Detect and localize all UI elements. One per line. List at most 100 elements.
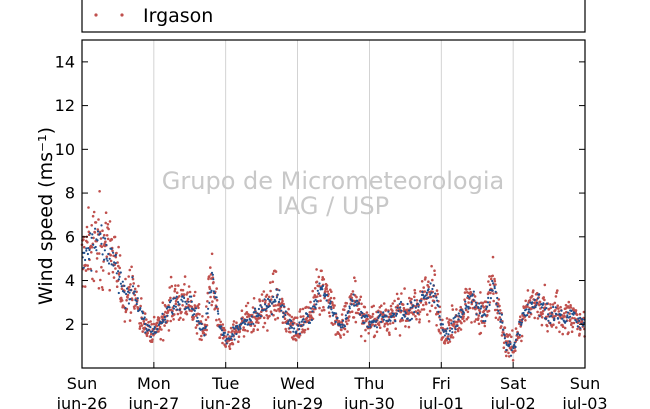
data-point-irgason bbox=[289, 330, 292, 334]
data-point-irgason bbox=[393, 299, 396, 303]
data-point-dense bbox=[326, 293, 329, 297]
x-tick-label-date: jun-30 bbox=[343, 394, 395, 409]
data-point-irgason bbox=[397, 297, 400, 301]
data-point-irgason bbox=[313, 287, 317, 290]
data-point-irgason bbox=[419, 290, 422, 293]
data-point-dense bbox=[494, 290, 497, 293]
data-point-irgason bbox=[459, 328, 463, 331]
data-point-dense bbox=[126, 287, 129, 290]
data-point-irgason bbox=[456, 320, 459, 324]
data-point-dense bbox=[279, 305, 282, 308]
data-point-dense bbox=[117, 270, 120, 273]
data-point-irgason bbox=[352, 316, 356, 319]
data-point-irgason bbox=[528, 315, 531, 319]
data-point-irgason bbox=[208, 287, 212, 291]
y-tick-label: 6 bbox=[65, 227, 75, 246]
data-point-dense bbox=[362, 314, 365, 318]
data-point-irgason bbox=[320, 309, 324, 312]
data-point-dense bbox=[300, 324, 303, 327]
data-point-dense bbox=[259, 315, 262, 318]
data-point-dense bbox=[181, 295, 184, 298]
data-point-dense bbox=[190, 295, 193, 298]
data-point-dense bbox=[566, 314, 569, 317]
data-point-dense bbox=[196, 316, 199, 319]
data-point-dense bbox=[275, 296, 278, 299]
data-point-irgason bbox=[371, 323, 375, 326]
data-point-dense bbox=[441, 328, 444, 331]
data-point-irgason bbox=[484, 300, 488, 304]
data-point-irgason bbox=[159, 337, 162, 341]
data-point-irgason bbox=[415, 299, 419, 302]
data-point-irgason bbox=[458, 326, 461, 330]
data-point-irgason bbox=[351, 290, 355, 293]
data-point-irgason bbox=[322, 308, 326, 312]
data-point-dense bbox=[385, 315, 388, 318]
data-point-dense bbox=[417, 305, 420, 308]
data-point-dense bbox=[532, 306, 535, 309]
data-point-irgason bbox=[173, 289, 176, 293]
data-point-dense bbox=[334, 312, 337, 315]
data-point-dense bbox=[510, 349, 513, 352]
data-point-dense bbox=[287, 322, 290, 325]
data-point-dense bbox=[377, 316, 380, 319]
data-point-irgason bbox=[431, 278, 434, 282]
data-point-irgason bbox=[333, 304, 336, 307]
data-point-dense bbox=[180, 298, 183, 301]
data-point-irgason bbox=[556, 304, 559, 308]
data-point-irgason bbox=[348, 315, 351, 318]
data-point-dense bbox=[400, 309, 403, 312]
data-point-irgason bbox=[128, 285, 131, 289]
data-point-dense bbox=[292, 330, 295, 333]
data-point-irgason bbox=[538, 303, 541, 307]
data-point-irgason bbox=[561, 332, 564, 336]
data-point-dense bbox=[514, 345, 517, 349]
data-point-dense bbox=[469, 295, 472, 298]
data-point-irgason bbox=[342, 333, 346, 336]
data-point-irgason bbox=[505, 354, 508, 358]
data-point-irgason bbox=[130, 265, 133, 269]
data-point-irgason bbox=[401, 303, 405, 306]
data-point-irgason bbox=[332, 306, 335, 310]
data-point-dense bbox=[203, 334, 206, 337]
data-point-dense bbox=[389, 319, 392, 322]
data-point-dense bbox=[473, 306, 476, 309]
data-point-irgason bbox=[322, 305, 325, 309]
data-point-dense bbox=[447, 333, 450, 336]
data-point-irgason bbox=[394, 327, 398, 331]
data-point-dense bbox=[472, 298, 475, 302]
data-point-dense bbox=[331, 314, 335, 317]
data-point-irgason bbox=[563, 326, 567, 330]
data-point-irgason bbox=[482, 306, 486, 309]
data-point-dense bbox=[153, 326, 156, 329]
watermark-line-2: IAG / USP bbox=[277, 192, 389, 220]
data-point-irgason bbox=[157, 317, 161, 320]
data-point-irgason bbox=[433, 269, 436, 273]
data-point-dense bbox=[569, 315, 572, 318]
data-point-dense bbox=[554, 306, 557, 309]
data-point-dense bbox=[318, 282, 321, 285]
data-point-irgason bbox=[199, 320, 203, 323]
data-point-dense bbox=[260, 306, 263, 309]
data-point-irgason bbox=[398, 307, 401, 311]
data-point-irgason bbox=[441, 318, 444, 322]
data-point-irgason bbox=[328, 314, 332, 318]
data-point-irgason bbox=[361, 319, 365, 323]
data-point-dense bbox=[118, 275, 121, 278]
data-point-irgason bbox=[488, 275, 491, 278]
data-point-irgason bbox=[107, 227, 110, 231]
data-point-irgason bbox=[268, 314, 271, 318]
data-point-irgason bbox=[503, 326, 507, 330]
data-point-dense bbox=[349, 298, 352, 301]
data-point-irgason bbox=[306, 327, 310, 331]
data-point-irgason bbox=[572, 307, 575, 310]
data-point-irgason bbox=[445, 317, 449, 320]
data-point-irgason bbox=[389, 322, 392, 325]
data-point-irgason bbox=[493, 277, 496, 281]
data-point-dense bbox=[477, 306, 480, 309]
data-point-irgason bbox=[380, 317, 384, 321]
data-point-irgason bbox=[429, 295, 433, 299]
data-point-dense bbox=[188, 308, 191, 311]
data-point-dense bbox=[434, 292, 437, 295]
data-point-irgason bbox=[104, 221, 107, 225]
x-tick-label-day: Fri bbox=[432, 374, 451, 393]
